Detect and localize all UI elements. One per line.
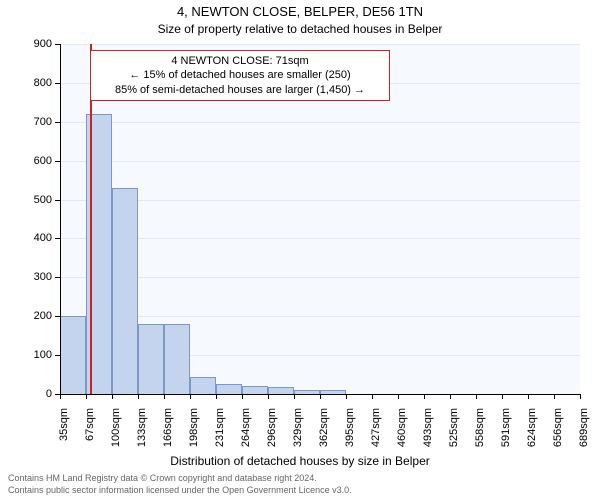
y-tick-label: 600 — [24, 155, 52, 167]
x-tick-mark — [398, 394, 399, 399]
x-tick-mark — [138, 394, 139, 399]
grid-line — [60, 316, 580, 317]
histogram-bar — [268, 387, 294, 394]
x-tick-label: 525sqm — [448, 408, 460, 458]
x-tick-label: 264sqm — [240, 408, 252, 458]
y-axis-line — [60, 44, 61, 394]
chart-container: 4, NEWTON CLOSE, BELPER, DE56 1TN Size o… — [0, 0, 600, 500]
x-tick-label: 460sqm — [396, 408, 408, 458]
grid-line — [60, 44, 580, 45]
x-tick-mark — [450, 394, 451, 399]
x-tick-mark — [216, 394, 217, 399]
x-tick-mark — [268, 394, 269, 399]
x-tick-label: 231sqm — [214, 408, 226, 458]
histogram-bar — [60, 316, 86, 394]
x-tick-mark — [242, 394, 243, 399]
grid-line — [60, 277, 580, 278]
y-tick-label: 500 — [24, 194, 52, 206]
info-line-2: ← 15% of detached houses are smaller (25… — [97, 68, 383, 82]
chart-subtitle: Size of property relative to detached ho… — [0, 22, 600, 36]
x-tick-mark — [190, 394, 191, 399]
y-tick-label: 200 — [24, 310, 52, 322]
y-tick-label: 900 — [24, 38, 52, 50]
histogram-bar — [242, 386, 268, 394]
x-tick-label: 395sqm — [344, 408, 356, 458]
x-tick-mark — [320, 394, 321, 399]
x-tick-label: 493sqm — [422, 408, 434, 458]
x-tick-mark — [580, 394, 581, 399]
y-tick-label: 700 — [24, 116, 52, 128]
y-tick-label: 100 — [24, 349, 52, 361]
grid-line — [60, 161, 580, 162]
x-tick-label: 427sqm — [370, 408, 382, 458]
x-tick-label: 329sqm — [292, 408, 304, 458]
info-line-1: 4 NEWTON CLOSE: 71sqm — [97, 54, 383, 68]
x-tick-label: 67sqm — [84, 408, 96, 458]
x-tick-mark — [372, 394, 373, 399]
grid-line — [60, 122, 580, 123]
x-tick-mark — [424, 394, 425, 399]
x-tick-label: 166sqm — [162, 408, 174, 458]
x-tick-mark — [476, 394, 477, 399]
x-tick-label: 362sqm — [318, 408, 330, 458]
x-tick-label: 133sqm — [136, 408, 148, 458]
grid-line — [60, 238, 580, 239]
x-tick-mark — [346, 394, 347, 399]
x-tick-label: 624sqm — [526, 408, 538, 458]
x-tick-label: 198sqm — [188, 408, 200, 458]
x-tick-mark — [528, 394, 529, 399]
x-tick-mark — [112, 394, 113, 399]
x-tick-label: 591sqm — [500, 408, 512, 458]
y-tick-label: 300 — [24, 271, 52, 283]
histogram-bar — [216, 384, 242, 394]
x-tick-mark — [86, 394, 87, 399]
x-tick-mark — [164, 394, 165, 399]
footer-line-1: Contains HM Land Registry data © Crown c… — [8, 472, 352, 484]
x-tick-mark — [554, 394, 555, 399]
x-tick-label: 558sqm — [474, 408, 486, 458]
x-tick-label: 296sqm — [266, 408, 278, 458]
y-tick-label: 400 — [24, 232, 52, 244]
x-tick-label: 689sqm — [578, 408, 590, 458]
histogram-bar — [164, 324, 190, 394]
histogram-bar — [190, 377, 216, 395]
attribution-footer: Contains HM Land Registry data © Crown c… — [8, 472, 352, 496]
y-tick-label: 0 — [24, 388, 52, 400]
x-tick-label: 100sqm — [110, 408, 122, 458]
x-tick-mark — [502, 394, 503, 399]
grid-line — [60, 200, 580, 201]
histogram-bar — [138, 324, 164, 394]
info-box: 4 NEWTON CLOSE: 71sqm ← 15% of detached … — [90, 50, 390, 101]
x-tick-label: 656sqm — [552, 408, 564, 458]
y-tick-label: 800 — [24, 77, 52, 89]
info-line-3: 85% of semi-detached houses are larger (… — [97, 83, 383, 97]
footer-line-2: Contains public sector information licen… — [8, 484, 352, 496]
histogram-bar — [112, 188, 138, 394]
x-tick-mark — [60, 394, 61, 399]
x-tick-label: 35sqm — [58, 408, 70, 458]
chart-title: 4, NEWTON CLOSE, BELPER, DE56 1TN — [0, 4, 600, 19]
x-tick-mark — [294, 394, 295, 399]
